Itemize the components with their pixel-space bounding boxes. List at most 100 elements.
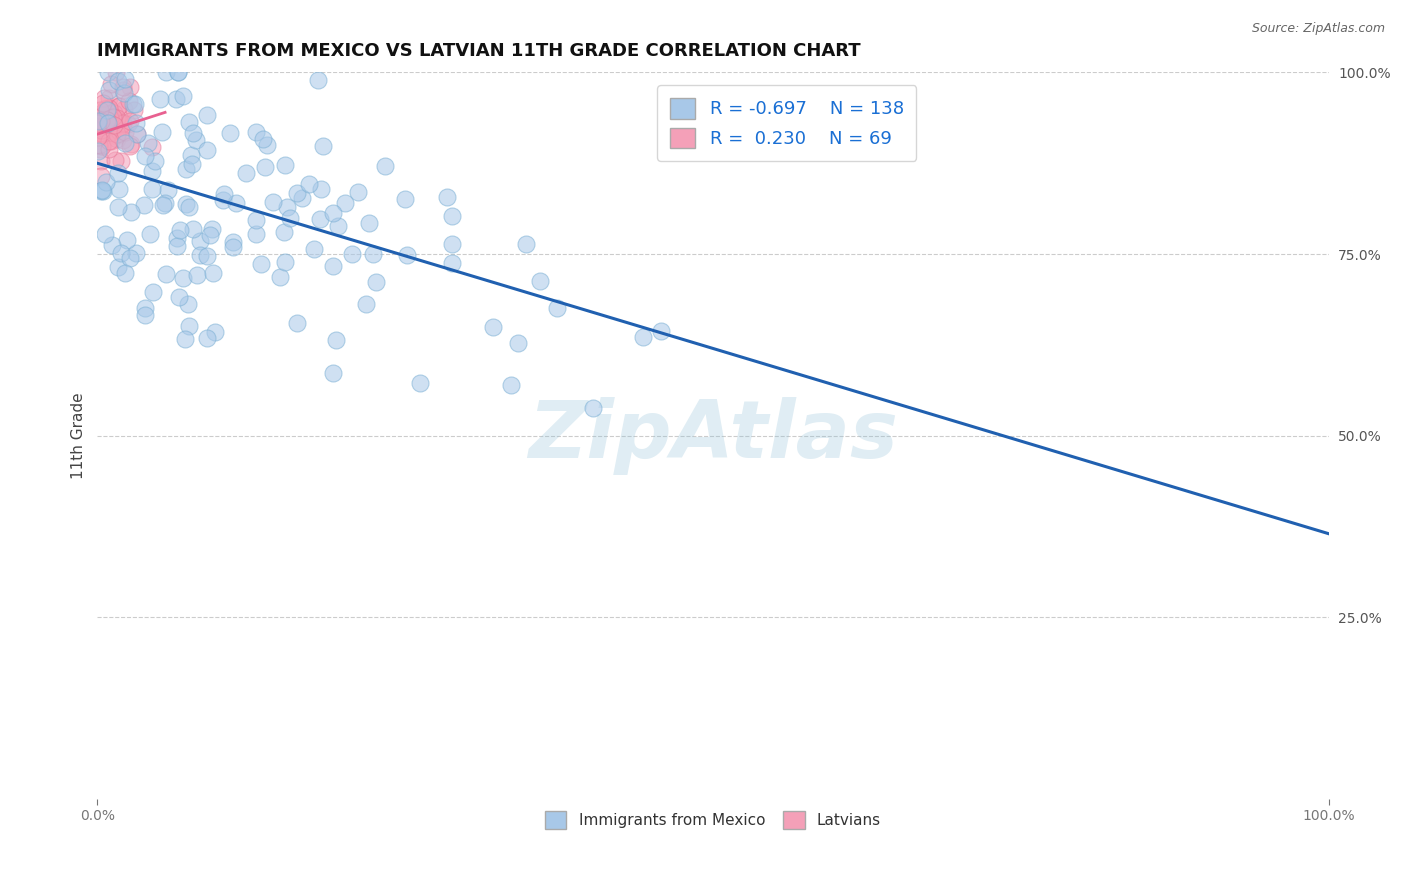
Point (181, 126, 204, 140)
Legend: Immigrants from Mexico, Latvians: Immigrants from Mexico, Latvians (538, 805, 887, 835)
Point (98, 112, 121, 126)
Point (309, 182, 332, 196)
Point (89, 103, 111, 117)
Point (87, 121, 110, 136)
Point (112, 86, 135, 100)
Point (90, 123, 112, 137)
Point (359, 216, 381, 230)
Point (107, 124, 129, 138)
Point (120, 137, 142, 152)
Text: Source: ZipAtlas.com: Source: ZipAtlas.com (1251, 22, 1385, 36)
Point (121, 96, 143, 111)
Point (325, 333, 347, 347)
Point (90, 154, 112, 169)
Point (201, 267, 224, 281)
Point (204, 325, 226, 339)
Point (274, 158, 297, 172)
Point (172, 88, 194, 103)
Point (221, 240, 243, 254)
Point (105, 129, 128, 144)
Point (219, 126, 242, 140)
Point (89, 143, 111, 157)
Point (374, 160, 396, 174)
Point (195, 143, 218, 157)
Point (361, 247, 384, 261)
Point (195, 331, 218, 345)
Point (87, 138, 110, 153)
Point (186, 268, 208, 282)
Point (91, 95, 114, 110)
Point (256, 138, 278, 153)
Point (111, 116, 134, 130)
Point (188, 234, 211, 248)
Point (96, 116, 118, 130)
Point (108, 98, 131, 112)
Point (100, 238, 122, 252)
Point (174, 332, 197, 346)
Point (112, 102, 135, 116)
Point (90, 169, 112, 183)
Point (180, 156, 202, 170)
Point (107, 74, 129, 88)
Point (177, 296, 200, 310)
Point (91, 113, 114, 128)
Point (155, 267, 177, 281)
Point (179, 318, 201, 333)
Point (108, 114, 131, 128)
Point (114, 266, 136, 280)
Point (165, 92, 187, 106)
Point (134, 301, 156, 315)
Point (195, 249, 218, 263)
Point (120, 139, 142, 153)
Point (176, 197, 198, 211)
Point (107, 166, 129, 180)
Point (103, 153, 125, 167)
Point (111, 117, 134, 131)
Point (440, 256, 463, 270)
Point (499, 378, 522, 392)
Point (120, 205, 142, 219)
Point (94, 112, 117, 126)
Point (152, 197, 174, 211)
Point (326, 219, 349, 234)
Point (90, 126, 112, 140)
Point (297, 177, 319, 191)
Point (322, 260, 344, 274)
Point (98, 101, 121, 115)
Point (108, 181, 131, 195)
Point (245, 213, 267, 227)
Point (274, 255, 297, 269)
Point (100, 77, 122, 91)
Point (96, 112, 118, 127)
Point (91, 138, 114, 153)
Point (364, 275, 387, 289)
Point (395, 248, 418, 262)
Point (100, 108, 122, 122)
Point (177, 115, 200, 129)
Point (107, 260, 129, 274)
Point (174, 162, 197, 177)
Point (347, 185, 370, 199)
Point (409, 376, 432, 390)
Y-axis label: 11th Grade: 11th Grade (72, 392, 86, 479)
Point (120, 80, 142, 95)
Point (167, 65, 190, 79)
Point (309, 212, 332, 227)
Point (112, 80, 135, 95)
Point (98, 91, 121, 105)
Point (110, 154, 132, 169)
Point (97, 65, 120, 79)
Point (394, 192, 416, 206)
Point (93, 185, 115, 199)
Point (96, 101, 118, 115)
Point (96, 103, 118, 117)
Point (100, 134, 122, 148)
Point (141, 140, 163, 154)
Point (262, 195, 284, 210)
Point (225, 196, 247, 211)
Point (97, 114, 120, 128)
Point (148, 92, 170, 106)
Point (125, 246, 148, 260)
Point (136, 136, 159, 150)
Point (117, 95, 139, 109)
